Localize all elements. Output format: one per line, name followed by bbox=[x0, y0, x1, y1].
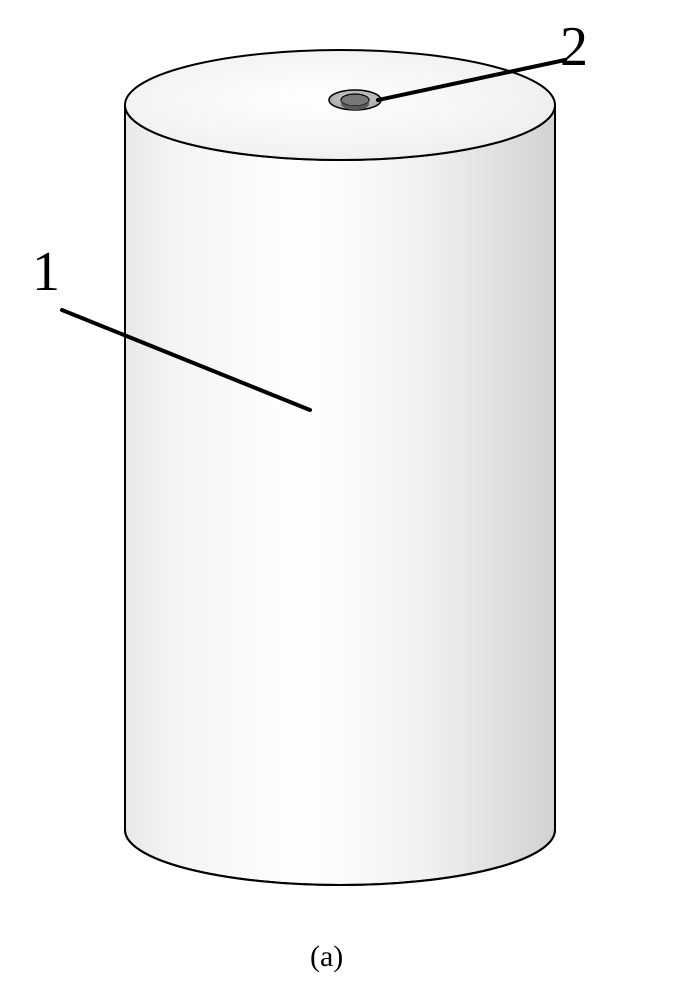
subfigure-caption: (a) bbox=[310, 940, 343, 974]
diagram-svg bbox=[0, 0, 695, 1000]
cylinder-body bbox=[125, 105, 555, 885]
label-1: 1 bbox=[32, 240, 60, 304]
figure-stage: 1 2 (a) bbox=[0, 0, 695, 1000]
label-2: 2 bbox=[560, 15, 588, 79]
hole-inner bbox=[341, 94, 369, 106]
